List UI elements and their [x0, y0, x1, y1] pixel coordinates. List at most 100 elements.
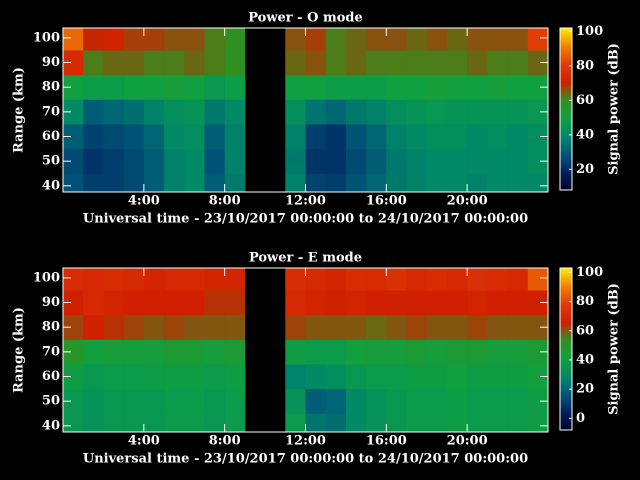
cell [224, 268, 246, 291]
cell [426, 74, 448, 100]
colorbar-segment [560, 409, 572, 413]
cell [143, 388, 165, 414]
cell [83, 290, 104, 316]
colorbar-segment [560, 149, 572, 153]
cell [366, 28, 387, 51]
colorbar-segment [560, 375, 572, 378]
colorbar-segment [560, 173, 572, 177]
colorbar-segment [560, 113, 572, 116]
cell [446, 99, 468, 125]
colorbar-segment [560, 385, 572, 388]
cell [184, 413, 205, 432]
colorbar-segment [560, 64, 572, 67]
colorbar-segment [560, 145, 572, 148]
cell [285, 74, 306, 100]
cell [386, 74, 407, 100]
cell [325, 413, 347, 432]
colorbar-segment [560, 389, 572, 393]
colorbar-segment [560, 155, 572, 159]
cell [507, 314, 529, 340]
colorbar-segment [560, 359, 572, 362]
cell [305, 148, 327, 174]
cell [83, 148, 104, 174]
cell [507, 364, 529, 390]
cell [386, 28, 407, 51]
colorbar-segment [560, 286, 572, 289]
cell [487, 314, 508, 340]
cell [527, 173, 548, 192]
colorbar-tick-label: 60 [576, 93, 594, 108]
cell [123, 50, 145, 76]
cell [527, 74, 548, 100]
colorbar-segment [560, 151, 572, 155]
colorbar-segment [560, 306, 572, 309]
cell [164, 28, 185, 51]
cell [305, 388, 327, 414]
colorbar-segment [560, 342, 572, 346]
cell [366, 99, 387, 125]
cell [143, 268, 165, 291]
cell [366, 74, 387, 100]
cell [103, 148, 124, 174]
colorbar-segment [560, 417, 572, 421]
cell [487, 50, 508, 76]
cell [103, 173, 124, 192]
cell [325, 339, 347, 365]
colorbar-segment [560, 425, 572, 429]
cell [487, 339, 508, 365]
cell [487, 413, 508, 432]
cell [487, 124, 508, 150]
cell [63, 173, 84, 192]
colorbar-segment [560, 344, 572, 348]
colorbar-tick-label: 20 [576, 382, 594, 397]
cell [285, 99, 306, 125]
cell [527, 364, 548, 390]
cell [446, 413, 468, 432]
x-tick-label: 16:00 [366, 434, 407, 449]
cell [446, 28, 468, 51]
cell [507, 99, 529, 125]
cell [143, 314, 165, 340]
cell [446, 173, 468, 192]
cell [285, 290, 306, 316]
cell [507, 148, 529, 174]
cell [426, 388, 448, 414]
x-tick-label: 4:00 [128, 194, 160, 209]
cell [507, 290, 529, 316]
cell [345, 28, 367, 51]
cell [285, 364, 306, 390]
cell [406, 314, 428, 340]
cell [204, 173, 225, 192]
colorbar-segment [560, 300, 572, 303]
cell [224, 99, 246, 125]
colorbar-segment [560, 324, 572, 328]
colorbar-segment [560, 175, 572, 179]
cell [366, 268, 387, 291]
colorbar-segment [560, 294, 572, 297]
cell [426, 364, 448, 390]
cell [527, 314, 548, 340]
cell [426, 413, 448, 432]
colorbar-segment [560, 387, 572, 390]
cell [103, 413, 124, 432]
cell [164, 99, 185, 125]
colorbar-segment [560, 50, 572, 53]
colorbar-segment [560, 411, 572, 415]
colorbar-segment [560, 62, 572, 65]
colorbar-segment [560, 419, 572, 423]
cell [184, 28, 205, 51]
cell [63, 99, 84, 125]
cell [63, 28, 84, 51]
colorbar-segment [560, 153, 572, 157]
x-tick-label: 8:00 [209, 434, 241, 449]
colorbar-segment [560, 316, 572, 320]
cell [345, 74, 367, 100]
colorbar-segment [560, 361, 572, 364]
colorbar-segment [560, 355, 572, 358]
cell [164, 173, 185, 192]
cell [406, 173, 428, 192]
cell [386, 268, 407, 291]
colorbar-segment [560, 302, 572, 305]
cell [164, 364, 185, 390]
colorbar-segment [560, 72, 572, 76]
